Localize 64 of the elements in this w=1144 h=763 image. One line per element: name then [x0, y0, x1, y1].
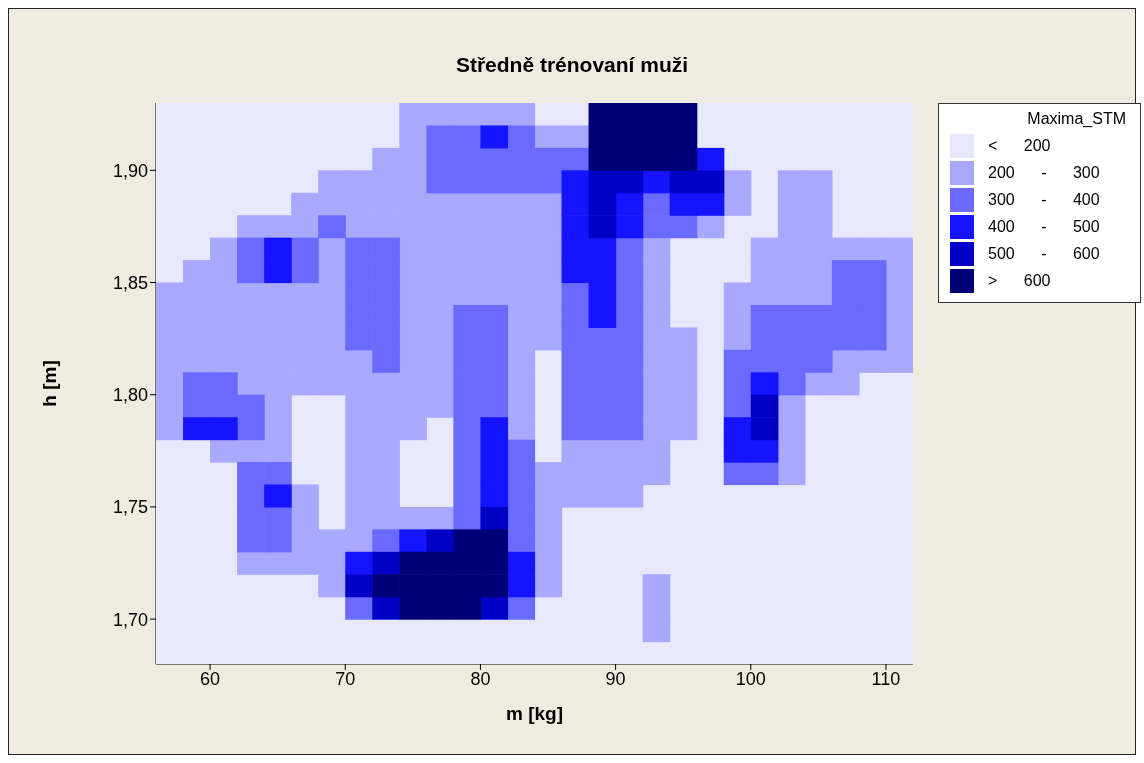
point [372, 596, 400, 620]
x-tick-label: 70 [335, 668, 356, 689]
point [480, 484, 509, 508]
point [399, 529, 427, 553]
point [750, 372, 779, 396]
point [264, 260, 292, 284]
x-tick-label: 110 [871, 668, 901, 689]
point [426, 529, 454, 553]
point [210, 417, 238, 441]
legend-label: 500 - 600 [988, 244, 1100, 263]
point [750, 394, 779, 418]
point [480, 125, 509, 149]
point [507, 574, 536, 598]
point [561, 215, 590, 239]
y-tick-label: 1,85 [112, 272, 148, 293]
point [723, 417, 752, 441]
x-axis-title: m [kg] [506, 703, 563, 724]
legend-title: Maxima_STM [1026, 110, 1127, 128]
point [750, 439, 779, 463]
point [615, 170, 644, 194]
x-tick-label: 100 [735, 668, 766, 689]
point [696, 170, 725, 194]
point [345, 551, 373, 575]
point [264, 484, 292, 508]
point [183, 417, 211, 441]
point [750, 417, 779, 441]
point [561, 192, 590, 216]
point [507, 551, 536, 575]
point [480, 417, 509, 441]
point [588, 215, 617, 239]
y-tick-label: 1,90 [112, 160, 148, 181]
x-tick-label: 80 [470, 668, 491, 689]
point [480, 506, 509, 530]
point [696, 192, 725, 216]
legend-label: < 200 [988, 136, 1051, 155]
point [372, 574, 400, 598]
point [264, 237, 292, 261]
y-axis-title: h [m] [38, 360, 60, 407]
legend-label: 400 - 500 [988, 217, 1100, 236]
point [480, 596, 509, 620]
point [588, 237, 617, 261]
chart-title: Středně trénovaní muži [454, 53, 690, 77]
point [399, 551, 427, 575]
point [615, 192, 644, 216]
y-tick-label: 1,80 [112, 385, 148, 406]
point [561, 170, 590, 194]
x-tick-label: 90 [605, 668, 626, 689]
legend-label: 300 - 400 [988, 190, 1100, 209]
x-tick-label: 60 [200, 668, 221, 689]
point [669, 192, 698, 216]
point [372, 551, 400, 575]
point [480, 574, 509, 598]
point [345, 574, 373, 598]
point [669, 170, 698, 194]
legend-label: 200 - 300 [988, 163, 1100, 182]
legend-label: > 600 [988, 271, 1051, 290]
point [642, 170, 671, 194]
point [696, 147, 725, 171]
point [588, 304, 617, 328]
y-tick-label: 1,75 [112, 497, 148, 518]
y-tick-label: 1,70 [112, 609, 148, 630]
point [615, 215, 644, 239]
point [561, 260, 590, 284]
point [588, 192, 617, 216]
